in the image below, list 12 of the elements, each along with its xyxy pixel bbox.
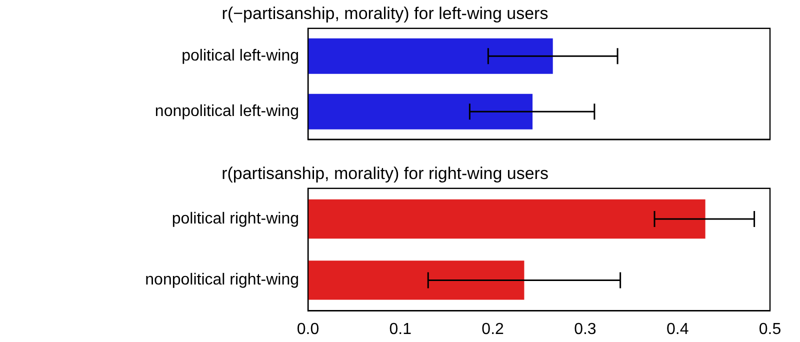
x-tick-label: 0.5	[758, 320, 782, 338]
x-tick-label: 0.2	[482, 320, 504, 338]
y-tick-label: political left-wing	[182, 48, 299, 65]
x-tick-label: 0.4	[666, 320, 689, 338]
x-tick-label: 0.1	[389, 320, 412, 338]
x-tick-label: 0.0	[296, 320, 320, 338]
y-tick-label: political right-wing	[172, 210, 299, 228]
x-tick-label: 0.3	[574, 320, 596, 338]
y-tick-label: nonpolitical right-wing	[145, 272, 299, 289]
y-tick-label: nonpolitical left-wing	[154, 103, 299, 120]
chart-title: r(partisanship, morality) for right-wing users	[222, 164, 548, 183]
chart-title: r(−partisanship, morality) for left-wing users	[222, 4, 548, 23]
